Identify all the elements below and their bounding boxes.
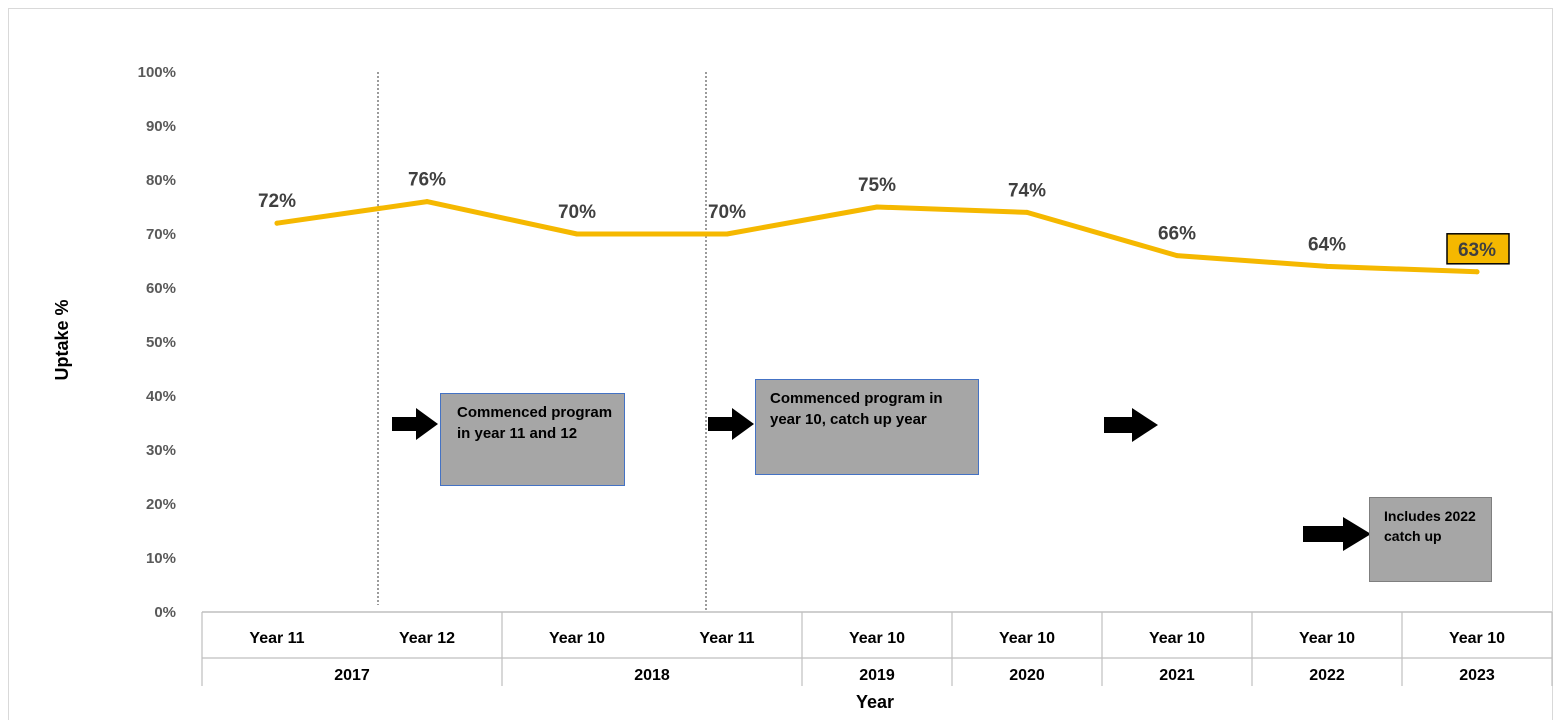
data-point xyxy=(574,231,580,237)
category-labels: Year 11 Year 12 Year 10 Year 11 Year 10 Year … xyxy=(249,630,1505,647)
x-tick-label: Year 10 xyxy=(549,630,605,647)
x-tick-label: Year 10 xyxy=(1299,630,1355,647)
x-tick-label: Year 11 xyxy=(699,630,754,647)
right-arrow-icon xyxy=(392,408,438,440)
data-labels: 72% 76% 70% 70% 75% 74% 66% 64% 63% xyxy=(258,170,1510,265)
data-point xyxy=(424,199,430,205)
y-tick-label: 40% xyxy=(146,388,176,405)
data-point xyxy=(874,204,880,210)
y-tick-label: 30% xyxy=(146,442,176,459)
y-tick-label: 10% xyxy=(146,550,176,567)
data-label-highlight-box xyxy=(1446,233,1510,265)
x-axis xyxy=(201,611,1553,686)
x-tick-label: Year 10 xyxy=(849,630,905,647)
y-tick-label: 70% xyxy=(146,226,176,243)
data-point xyxy=(1474,269,1480,275)
data-label: 66% xyxy=(1158,224,1196,245)
y-tick-label: 100% xyxy=(138,64,176,81)
data-label: 72% xyxy=(258,191,296,212)
year-group-labels: 2017 2018 2019 2020 2021 2022 2023 xyxy=(334,667,1495,684)
year-group-label: 2018 xyxy=(634,667,670,684)
series-layer xyxy=(274,199,1480,275)
right-arrow-icon xyxy=(1104,408,1158,442)
series-line xyxy=(274,199,1480,275)
data-label: 74% xyxy=(1008,180,1046,201)
annotation-box-2023: Includes 2022 catch up xyxy=(1369,497,1492,582)
year-group-label: 2023 xyxy=(1459,667,1495,684)
y-tick-label: 0% xyxy=(154,604,176,621)
data-point xyxy=(1324,263,1330,269)
data-point xyxy=(274,220,280,226)
y-tick-label: 80% xyxy=(146,172,176,189)
x-tick-label: Year 10 xyxy=(999,630,1055,647)
data-point xyxy=(1024,209,1030,215)
data-label: 63% xyxy=(1458,240,1496,261)
data-point xyxy=(1174,253,1180,259)
right-arrow-icon xyxy=(1303,517,1371,551)
data-label: 70% xyxy=(708,202,746,223)
y-tick-label: 90% xyxy=(146,118,176,135)
x-tick-label: Year 10 xyxy=(1149,630,1205,647)
data-point xyxy=(724,231,730,237)
y-axis-ticks: 0% 10% 20% 30% 40% 50% 60% 70% 80% 90% 100% xyxy=(138,64,176,621)
year-group-label: 2019 xyxy=(859,667,895,684)
x-tick-label: Year 12 xyxy=(399,630,455,647)
x-tick-label: Year 10 xyxy=(1449,630,1505,647)
year-group-label: 2021 xyxy=(1159,667,1195,684)
annotation-text: Commenced program in year 10, catch up y… xyxy=(770,390,943,428)
y-tick-label: 60% xyxy=(146,280,176,297)
y-tick-label: 20% xyxy=(146,496,176,513)
year-group-label: 2022 xyxy=(1309,667,1345,684)
annotation-text: Commenced program in year 11 and 12 xyxy=(457,404,613,442)
year-group-label: 2020 xyxy=(1009,667,1045,684)
data-label: 76% xyxy=(408,170,446,191)
right-arrow-icon xyxy=(708,408,754,440)
annotation-box-2018: Commenced program in year 10, catch up y… xyxy=(755,379,979,475)
x-axis-title: Year xyxy=(856,692,894,712)
y-tick-label: 50% xyxy=(146,334,176,351)
data-label: 64% xyxy=(1308,234,1346,255)
annotation-text: Includes 2022 catch up xyxy=(1384,508,1476,544)
y-axis-title: Uptake % xyxy=(52,299,72,380)
annotation-box-2017: Commenced program in year 11 and 12 xyxy=(440,393,625,486)
data-label: 75% xyxy=(858,175,896,196)
year-group-label: 2017 xyxy=(334,667,370,684)
data-label: 70% xyxy=(558,202,596,223)
chart-frame xyxy=(8,8,1553,720)
x-tick-label: Year 11 xyxy=(249,630,304,647)
